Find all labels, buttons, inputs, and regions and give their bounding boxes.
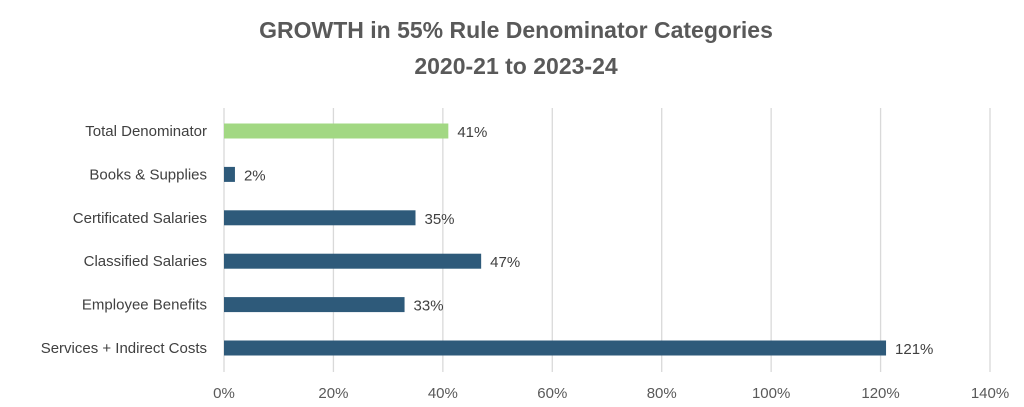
bar: [224, 297, 405, 313]
chart-title-block: GROWTH in 55% Rule Denominator Categorie…: [0, 12, 1024, 84]
data-label: 41%: [457, 124, 487, 141]
chart-title: GROWTH in 55% Rule Denominator Categorie…: [259, 17, 773, 43]
category-label: Services + Indirect Costs: [41, 340, 207, 357]
category-label: Classified Salaries: [84, 253, 207, 270]
x-tick-label: 100%: [752, 385, 790, 402]
x-tick-label: 20%: [318, 385, 348, 402]
data-label: 121%: [895, 341, 933, 358]
data-label: 47%: [490, 254, 520, 271]
x-tick-label: 40%: [428, 385, 458, 402]
data-label: 35%: [425, 211, 455, 228]
data-label: 2%: [244, 167, 266, 184]
x-tick-label: 120%: [861, 385, 899, 402]
category-label: Employee Benefits: [82, 297, 207, 314]
category-label: Total Denominator: [85, 123, 207, 140]
category-label: Books & Supplies: [89, 166, 207, 183]
chart-subtitle: 2020-21 to 2023-24: [414, 53, 618, 79]
x-tick-label: 140%: [971, 385, 1009, 402]
data-label: 33%: [414, 298, 444, 315]
bar: [224, 340, 887, 356]
x-tick-label: 0%: [213, 385, 235, 402]
x-tick-label: 60%: [537, 385, 567, 402]
bar: [224, 253, 482, 269]
x-tick-label: 80%: [647, 385, 677, 402]
category-label: Certificated Salaries: [73, 210, 207, 227]
bar: [224, 166, 235, 182]
bar: [224, 123, 449, 139]
bar: [224, 210, 416, 226]
